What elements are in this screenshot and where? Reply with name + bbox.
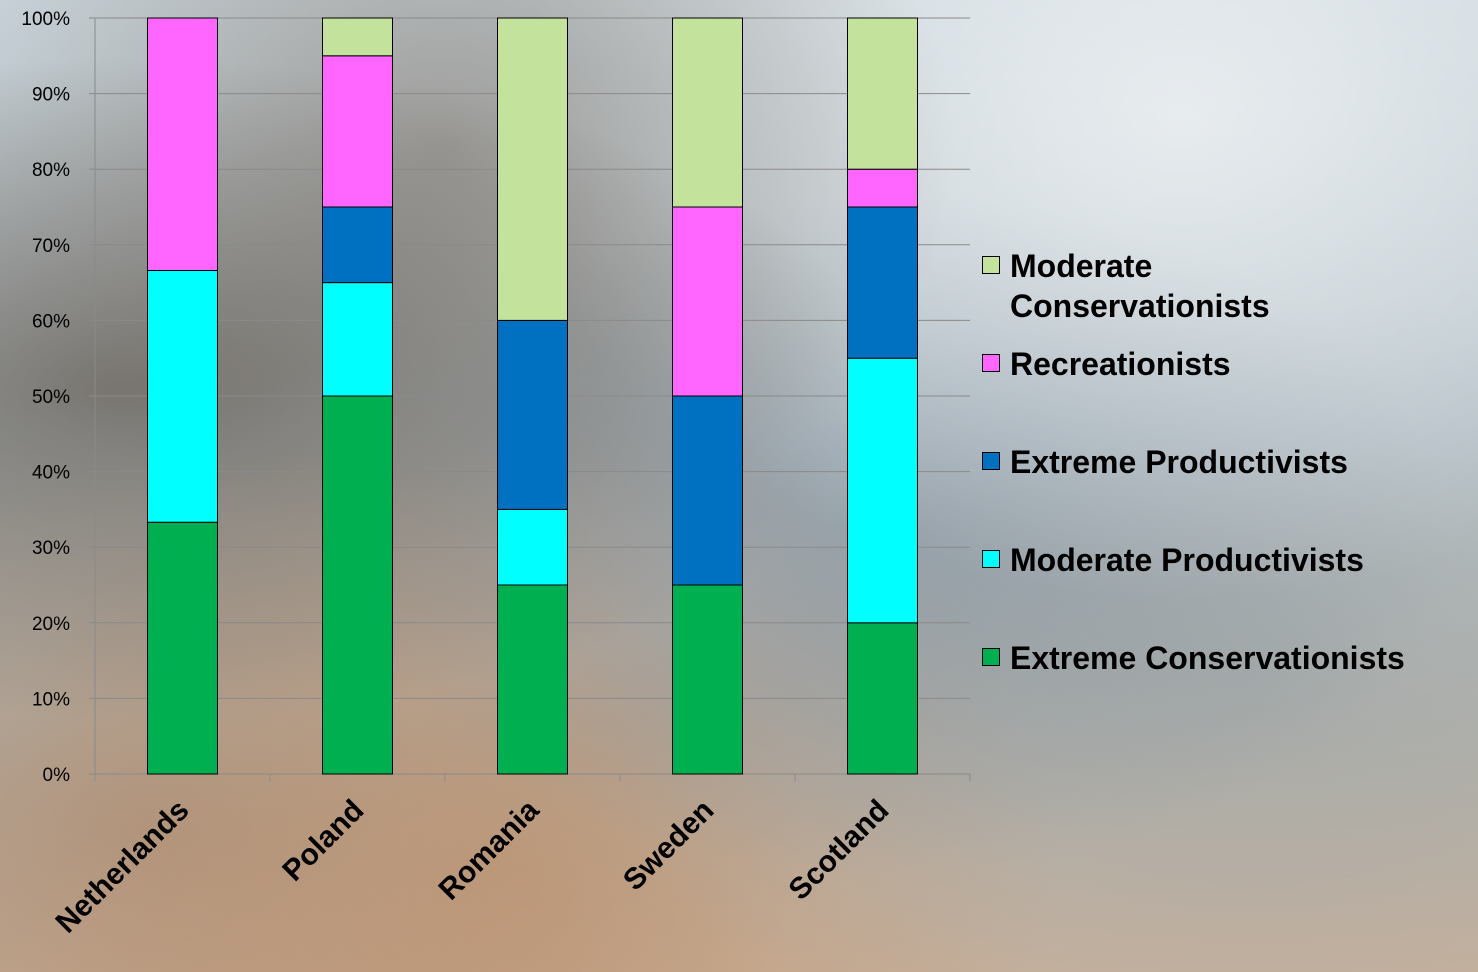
bar-segment-extreme-productivists (322, 206, 393, 284)
bars (147, 17, 918, 775)
bar-segment-moderate-conservationists (497, 17, 568, 321)
y-tick-label: 80% (32, 160, 70, 181)
bar-segment-moderate-productivists (147, 270, 218, 523)
bar-segment-moderate-conservationists (322, 17, 393, 57)
y-tick-label: 0% (43, 765, 71, 786)
legend-label: Extreme Productivists (1010, 444, 1348, 480)
x-category-label: Sweden (617, 794, 721, 898)
legend-label: Moderate Productivists (1010, 542, 1364, 578)
legend-label: Recreationists (1010, 346, 1231, 382)
bar-segment-recreationists (672, 206, 743, 397)
bar-segment-extreme-conservationists (847, 622, 918, 775)
bar-segment-extreme-productivists (847, 206, 918, 359)
y-tick-label: 70% (32, 236, 70, 257)
legend-label: Moderate Conservationists (1010, 248, 1270, 324)
y-tick-label: 100% (21, 9, 70, 30)
bar-segment-moderate-productivists (497, 508, 568, 586)
y-tick-label: 10% (32, 689, 70, 710)
legend-item: Moderate Productivists (982, 540, 1364, 580)
bar-segment-extreme-conservationists (147, 521, 218, 775)
y-tick-label: 30% (32, 538, 70, 559)
bar-segment-extreme-productivists (672, 395, 743, 586)
bar-segment-moderate-productivists (322, 282, 393, 397)
legend-item: Extreme Conservationists (982, 638, 1405, 678)
bar-segment-moderate-conservationists (672, 17, 743, 208)
legend: Moderate Conservationists Recreationists E… (982, 246, 1472, 686)
bar-segment-recreationists (147, 17, 218, 272)
y-tick-label: 90% (32, 85, 70, 106)
x-category-label: Romania (433, 793, 546, 906)
y-axis-tick-labels: 0% 10% 20% 30% 40% 50% 60% 70% 80% 90% 100% (21, 9, 70, 786)
y-tick-label: 50% (32, 387, 70, 408)
x-category-label: Scotland (783, 794, 896, 907)
legend-swatch (982, 452, 1000, 470)
y-tick-label: 20% (32, 614, 70, 635)
bar-segment-moderate-conservationists (847, 17, 918, 170)
y-tick-label: 40% (32, 463, 70, 484)
legend-item: Recreationists (982, 344, 1231, 384)
legend-label: Extreme Conservationists (1010, 640, 1405, 676)
legend-swatch (982, 256, 1000, 274)
bar-segment-recreationists (847, 168, 918, 208)
legend-item: Moderate Conservationists (982, 246, 1330, 326)
bar-segment-extreme-conservationists (322, 395, 393, 775)
bar-segment-extreme-productivists (497, 319, 568, 510)
legend-item: Extreme Productivists (982, 442, 1348, 482)
bar-segment-recreationists (322, 55, 393, 208)
x-axis-category-labels: Netherlands Poland Romania Sweden Scotland (50, 793, 896, 939)
x-category-label: Poland (276, 794, 370, 888)
legend-swatch (982, 648, 1000, 666)
legend-swatch (982, 354, 1000, 372)
bar-segment-extreme-conservationists (672, 584, 743, 775)
bar-segment-extreme-conservationists (497, 584, 568, 775)
y-tick-label: 60% (32, 311, 70, 332)
legend-swatch (982, 550, 1000, 568)
bar-segment-moderate-productivists (847, 357, 918, 624)
x-category-label: Netherlands (50, 794, 196, 940)
